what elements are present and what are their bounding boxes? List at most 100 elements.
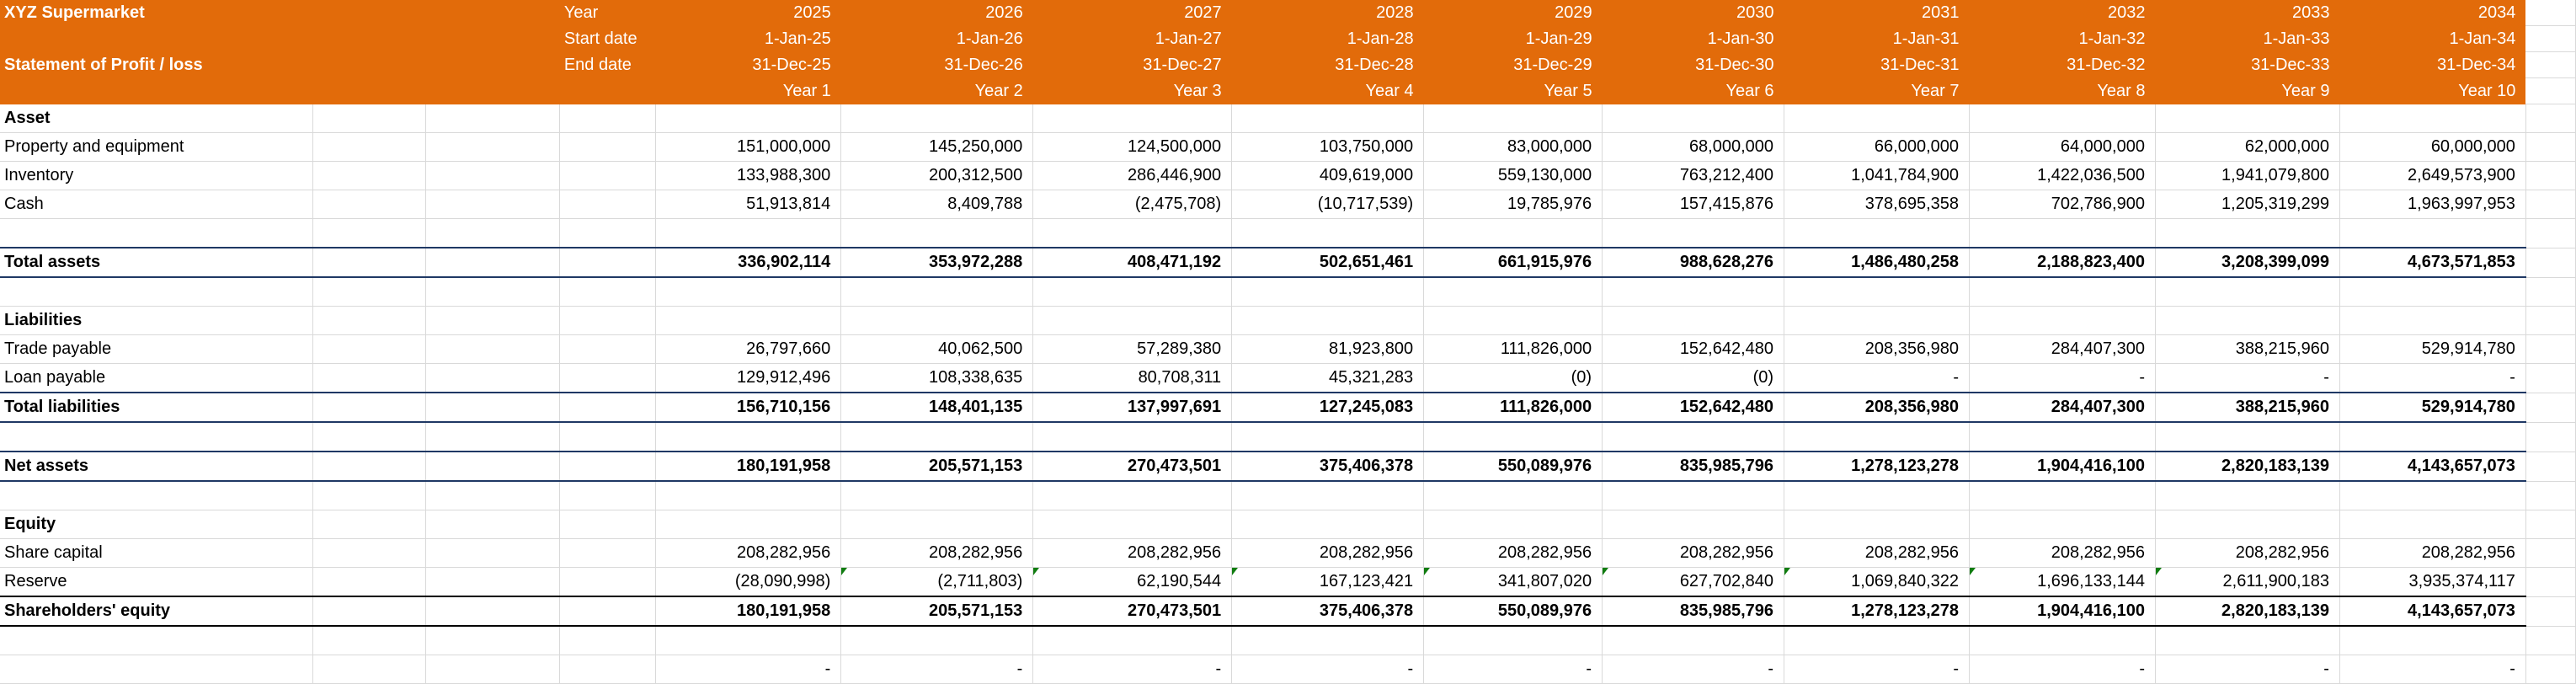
- empty-cell[interactable]: [1784, 218, 1971, 248]
- empty-cell[interactable]: [312, 104, 427, 133]
- empty-cell[interactable]: [425, 277, 561, 307]
- empty-cell[interactable]: [840, 218, 1034, 248]
- header-year-cell[interactable]: 2031: [1784, 0, 1970, 26]
- empty-cell[interactable]: [312, 363, 427, 393]
- value-cell[interactable]: 208,282,956: [2339, 538, 2526, 568]
- empty-cell[interactable]: [1784, 481, 1971, 510]
- row-label[interactable]: Trade payable: [0, 334, 314, 364]
- empty-cell[interactable]: [425, 510, 561, 539]
- value-cell[interactable]: 51,913,814: [655, 190, 842, 219]
- value-cell[interactable]: 1,041,784,900: [1784, 161, 1971, 190]
- empty-cell[interactable]: [2525, 51, 2576, 78]
- value-cell[interactable]: 208,356,980: [1784, 392, 1971, 423]
- empty-cell[interactable]: [1032, 306, 1233, 335]
- value-cell[interactable]: 286,446,900: [1032, 161, 1233, 190]
- value-cell[interactable]: (2,711,803): [840, 567, 1034, 597]
- header-cell[interactable]: [312, 77, 426, 104]
- error-indicator-icon[interactable]: [2155, 568, 2162, 575]
- empty-cell[interactable]: [1602, 277, 1785, 307]
- empty-cell[interactable]: [1231, 626, 1425, 655]
- header-cell[interactable]: [559, 77, 656, 104]
- value-cell[interactable]: -: [840, 655, 1034, 684]
- empty-cell[interactable]: [312, 510, 427, 539]
- value-cell[interactable]: 208,282,956: [655, 538, 842, 568]
- empty-cell[interactable]: [840, 510, 1034, 539]
- value-cell[interactable]: 111,826,000: [1423, 334, 1603, 364]
- empty-cell[interactable]: [312, 247, 427, 278]
- empty-cell[interactable]: [1969, 481, 2156, 510]
- empty-cell[interactable]: [2525, 422, 2576, 452]
- value-cell[interactable]: 378,695,358: [1784, 190, 1971, 219]
- header-period-cell[interactable]: Year 9: [2155, 77, 2340, 104]
- empty-cell[interactable]: [312, 567, 427, 597]
- value-cell[interactable]: 200,312,500: [840, 161, 1034, 190]
- value-cell[interactable]: -: [1032, 655, 1233, 684]
- value-cell[interactable]: 1,422,036,500: [1969, 161, 2156, 190]
- header-cell[interactable]: [0, 77, 313, 104]
- value-cell[interactable]: 180,191,958: [655, 451, 842, 482]
- empty-cell[interactable]: [1969, 277, 2156, 307]
- value-cell[interactable]: 208,282,956: [840, 538, 1034, 568]
- header-period-cell[interactable]: Year 5: [1423, 77, 1603, 104]
- empty-cell[interactable]: [312, 481, 427, 510]
- value-cell[interactable]: 4,673,571,853: [2339, 247, 2526, 278]
- value-cell[interactable]: 205,571,153: [840, 596, 1034, 627]
- value-cell[interactable]: 270,473,501: [1032, 451, 1233, 482]
- header-end-cell[interactable]: 31-Dec-30: [1602, 51, 1784, 78]
- empty-cell[interactable]: [840, 626, 1034, 655]
- row-label[interactable]: Shareholders' equity: [0, 596, 314, 627]
- error-indicator-icon[interactable]: [1603, 568, 1609, 575]
- empty-cell[interactable]: [425, 567, 561, 597]
- empty-cell[interactable]: [2525, 161, 2576, 190]
- header-cell[interactable]: [312, 0, 426, 26]
- empty-cell[interactable]: [1231, 422, 1425, 452]
- empty-cell[interactable]: [559, 481, 657, 510]
- empty-cell[interactable]: [1784, 510, 1971, 539]
- row-label[interactable]: Total liabilities: [0, 392, 314, 423]
- empty-cell[interactable]: [312, 596, 427, 627]
- empty-cell[interactable]: [2155, 306, 2340, 335]
- value-cell[interactable]: 502,651,461: [1231, 247, 1425, 278]
- empty-cell[interactable]: [655, 306, 842, 335]
- value-cell[interactable]: 2,820,183,139: [2155, 596, 2340, 627]
- value-cell[interactable]: 208,282,956: [1969, 538, 2156, 568]
- empty-cell[interactable]: [1032, 104, 1233, 133]
- value-cell[interactable]: -: [1784, 655, 1971, 684]
- empty-cell[interactable]: [425, 626, 561, 655]
- value-cell[interactable]: 1,963,997,953: [2339, 190, 2526, 219]
- value-cell[interactable]: -: [2155, 655, 2340, 684]
- empty-cell[interactable]: [312, 392, 427, 423]
- empty-cell[interactable]: [425, 161, 561, 190]
- header-period-cell[interactable]: Year 2: [840, 77, 1033, 104]
- empty-cell[interactable]: [2525, 626, 2576, 655]
- empty-cell[interactable]: [2155, 104, 2340, 133]
- empty-cell[interactable]: [840, 277, 1034, 307]
- value-cell[interactable]: (2,475,708): [1032, 190, 1233, 219]
- empty-cell[interactable]: [2339, 626, 2526, 655]
- error-indicator-icon[interactable]: [841, 568, 848, 575]
- empty-cell[interactable]: [2155, 277, 2340, 307]
- empty-cell[interactable]: [425, 363, 561, 393]
- empty-cell[interactable]: [312, 306, 427, 335]
- empty-cell[interactable]: [2155, 510, 2340, 539]
- value-cell[interactable]: 208,356,980: [1784, 334, 1971, 364]
- header-start-cell[interactable]: 1-Jan-29: [1423, 25, 1603, 52]
- value-cell[interactable]: -: [2339, 655, 2526, 684]
- empty-cell[interactable]: [1602, 422, 1785, 452]
- empty-cell[interactable]: [1423, 422, 1603, 452]
- empty-cell[interactable]: [1231, 481, 1425, 510]
- value-cell[interactable]: 550,089,976: [1423, 451, 1603, 482]
- empty-cell[interactable]: [840, 481, 1034, 510]
- row-label[interactable]: Loan payable: [0, 363, 314, 393]
- empty-cell[interactable]: [1032, 626, 1233, 655]
- value-cell[interactable]: 4,143,657,073: [2339, 451, 2526, 482]
- row-label[interactable]: [0, 626, 314, 655]
- value-cell[interactable]: 152,642,480: [1602, 334, 1785, 364]
- error-indicator-icon[interactable]: [1232, 568, 1239, 575]
- value-cell[interactable]: 68,000,000: [1602, 132, 1785, 162]
- empty-cell[interactable]: [2525, 452, 2576, 482]
- value-cell[interactable]: 550,089,976: [1423, 596, 1603, 627]
- empty-cell[interactable]: [1423, 277, 1603, 307]
- empty-cell[interactable]: [2339, 104, 2526, 133]
- value-cell[interactable]: 167,123,421: [1231, 567, 1425, 597]
